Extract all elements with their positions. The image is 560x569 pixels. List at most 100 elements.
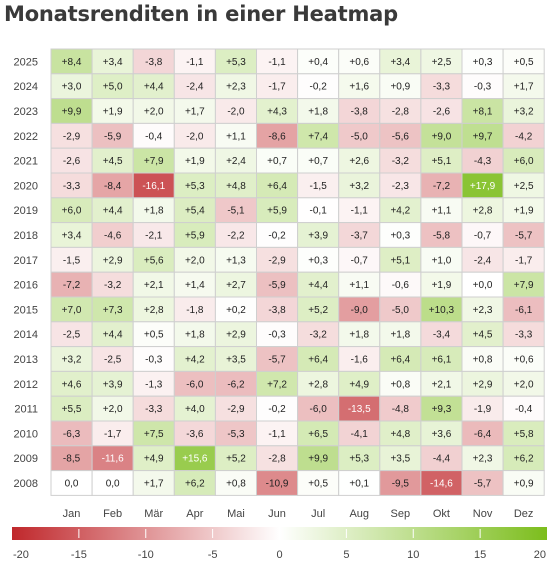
heatmap-cell	[132, 73, 175, 100]
cell-value-label: -4,2	[515, 131, 533, 142]
cell-value-label: -5,0	[392, 305, 410, 316]
cell-value-label: +6,1	[432, 355, 452, 366]
cell-value-label: +7,4	[308, 131, 328, 142]
cell-value-label: -6,4	[474, 429, 492, 440]
cell-value-label: +3,5	[226, 355, 246, 366]
heatmap-cell	[256, 271, 299, 298]
year-label: 2012	[14, 379, 38, 391]
heatmap-cell	[132, 222, 175, 248]
heatmap-cell	[379, 222, 422, 248]
cell-value-label: -6,1	[515, 305, 533, 316]
cell-value-label: -2,9	[268, 255, 286, 266]
cell-value-label: +0,1	[349, 479, 369, 490]
heatmap-cell	[50, 296, 93, 323]
cell-value-label: +0,3	[308, 255, 328, 266]
month-label: Apr	[186, 508, 203, 520]
cell-value-label: -8,4	[104, 181, 122, 192]
heatmap-cell	[214, 246, 257, 273]
cell-value-label: +2,3	[473, 454, 493, 465]
cell-value-label: +1,0	[432, 255, 452, 266]
year-label: 2009	[14, 453, 38, 465]
cell-value-label: -2,9	[227, 404, 245, 415]
cell-value-label: -9,5	[392, 479, 410, 490]
colorbar-tick-label: -10	[138, 549, 154, 561]
cell-value-label: +1,6	[349, 82, 369, 93]
heatmap-cell	[502, 370, 545, 397]
heatmap-cell	[50, 271, 93, 298]
cell-value-label: +3,4	[103, 57, 123, 68]
heatmap-cell	[420, 370, 463, 397]
cell-value-label: +2,3	[226, 82, 246, 93]
heatmap-cell	[297, 197, 340, 224]
year-label: 2021	[14, 156, 38, 168]
month-label: Okt	[433, 508, 450, 520]
heatmap-cell	[50, 470, 93, 496]
cell-value-label: +2,8	[144, 305, 164, 316]
cell-value-label: +0,3	[390, 231, 410, 242]
heatmap-cell	[256, 296, 299, 323]
heatmap-cell	[502, 222, 545, 248]
year-label: 2008	[14, 478, 38, 490]
cell-value-label: +2,7	[226, 280, 246, 291]
cell-value-label: +5,3	[185, 181, 205, 192]
cell-value-label: +2,8	[473, 206, 493, 217]
heatmap-cell	[502, 321, 545, 348]
cell-value-label: +2,1	[144, 280, 164, 291]
cell-value-label: +1,7	[185, 107, 205, 118]
heatmap-cell	[297, 147, 340, 174]
heatmap-cell	[338, 48, 381, 75]
cell-value-label: -0,4	[145, 131, 163, 142]
heatmap-cell	[297, 395, 340, 422]
heatmap-cell	[256, 147, 299, 174]
cell-value-label: -3,8	[145, 57, 163, 68]
cell-value-label: -3,4	[433, 330, 451, 341]
heatmap-cell	[256, 98, 299, 124]
month-label: Jan	[63, 508, 81, 520]
heatmap-cell	[91, 370, 134, 397]
cell-value-label: -3,3	[63, 181, 81, 192]
year-label: 2023	[14, 106, 38, 118]
cell-value-label: +9,3	[432, 404, 452, 415]
cell-value-label: -2,9	[63, 131, 81, 142]
cell-value-label: -0,2	[310, 82, 328, 93]
cell-value-label: -0,3	[145, 355, 163, 366]
cell-value-label: +6,0	[62, 206, 82, 217]
heatmap-cell	[502, 445, 545, 472]
heatmap-cell	[91, 445, 134, 472]
month-label: Nov	[473, 508, 493, 520]
heatmap-cell	[379, 420, 422, 447]
heatmap-cell	[173, 197, 216, 224]
heatmap-cell	[420, 470, 463, 496]
heatmap-cell	[420, 445, 463, 472]
cell-value-label: +2,8	[308, 379, 328, 390]
cell-value-label: -1,8	[186, 305, 204, 316]
cell-value-label: +3,4	[62, 231, 82, 242]
cell-value-label: -4,8	[392, 404, 410, 415]
cell-value-label: +1,8	[390, 330, 410, 341]
cell-value-label: -2,1	[145, 231, 163, 242]
cell-value-label: +5,1	[390, 255, 410, 266]
heatmap-cell	[297, 73, 340, 100]
cell-value-label: -4,3	[474, 156, 492, 167]
cell-value-label: +1,7	[144, 479, 164, 490]
cell-value-label: +4,4	[103, 330, 123, 341]
cell-value-label: +5,9	[185, 231, 205, 242]
year-label: 2016	[14, 280, 38, 292]
cell-value-label: -2,3	[392, 181, 410, 192]
cell-value-label: +4,6	[62, 379, 82, 390]
cell-value-label: -5,3	[227, 429, 245, 440]
colorbar-tick-label: 5	[343, 549, 349, 561]
cell-value-label: +3,2	[62, 355, 82, 366]
heatmap-cell	[214, 222, 257, 248]
colorbar-tick-label: -20	[13, 549, 29, 561]
heatmap-cell	[297, 445, 340, 472]
month-label: Feb	[103, 508, 122, 520]
cell-value-label: +2,5	[514, 181, 534, 192]
year-label: 2010	[14, 428, 38, 440]
heatmap-cell	[502, 73, 545, 100]
cell-value-label: -3,3	[433, 82, 451, 93]
heatmap-cell	[420, 420, 463, 447]
cell-value-label: -0,2	[268, 231, 286, 242]
cell-value-label: +0,8	[473, 355, 493, 366]
